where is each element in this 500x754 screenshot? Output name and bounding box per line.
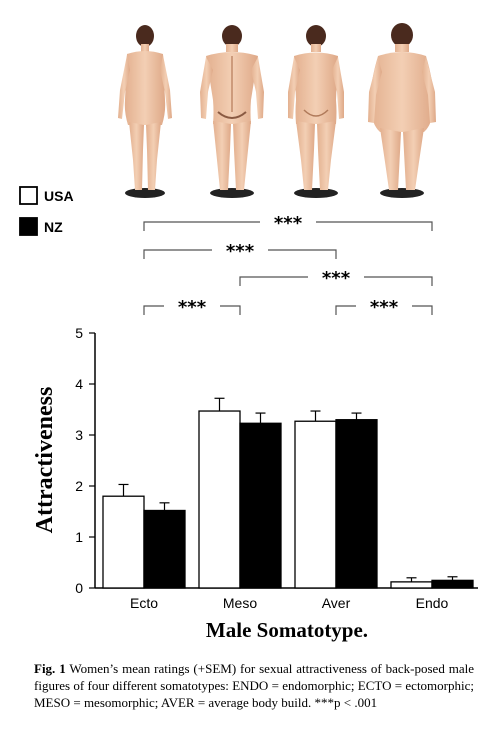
ecto-figure-icon xyxy=(118,25,172,198)
bar-usa-ecto xyxy=(102,495,145,589)
x-axis-label: Male Somatotype. xyxy=(206,618,368,642)
x-tick-label: Aver xyxy=(322,595,351,611)
bar-usa-meso xyxy=(198,410,241,589)
bar-usa-aver xyxy=(294,420,337,589)
figure-caption: Fig. 1 Women’s mean ratings (+SEM) for s… xyxy=(34,660,474,711)
y-tick-label: 5 xyxy=(75,325,83,341)
y-tick-label: 0 xyxy=(75,580,83,596)
bar-usa-endo xyxy=(390,581,433,589)
legend-label-nz: NZ xyxy=(44,219,63,235)
figures-layer xyxy=(118,23,436,198)
bar-nz-ecto xyxy=(143,509,186,589)
significance-bracket xyxy=(364,276,433,286)
significance-label: *** xyxy=(226,241,255,262)
significance-label: *** xyxy=(274,213,303,234)
significance-label: *** xyxy=(322,268,351,289)
significance-bracket xyxy=(143,221,260,231)
significance-bracket xyxy=(143,249,212,259)
caption-text: Women’s mean ratings (+SEM) for sexual a… xyxy=(34,661,474,710)
significance-bracket xyxy=(143,305,164,315)
significance-label: *** xyxy=(370,297,399,318)
legend-swatch-usa xyxy=(19,186,38,205)
caption-lead: Fig. 1 xyxy=(34,661,66,676)
bars xyxy=(102,397,474,589)
y-tick-label: 1 xyxy=(75,529,83,545)
bar-nz-endo xyxy=(431,579,474,589)
significance-bracket xyxy=(335,305,356,315)
y-ticks: 0 1 2 3 4 5 xyxy=(75,325,95,596)
legend: USA NZ xyxy=(19,186,74,236)
x-tick-label: Ecto xyxy=(130,595,158,611)
significance-label: *** xyxy=(178,297,207,318)
y-tick-label: 2 xyxy=(75,478,83,494)
endo-figure-icon xyxy=(368,23,436,198)
y-tick-label: 4 xyxy=(75,376,83,392)
legend-swatch-nz xyxy=(19,217,38,236)
x-tick-label: Endo xyxy=(416,595,449,611)
legend-label-usa: USA xyxy=(44,188,74,204)
significance-bracket xyxy=(239,276,308,286)
bar-nz-meso xyxy=(239,422,282,589)
bar-nz-aver xyxy=(335,419,378,589)
significance-bracket xyxy=(220,305,241,315)
significance-brackets: *** *** *** *** *** xyxy=(143,213,433,318)
x-ticks: Ecto Meso Aver Endo xyxy=(130,595,449,611)
x-tick-label: Meso xyxy=(223,595,257,611)
y-tick-label: 3 xyxy=(75,427,83,443)
y-axis-label: Attractiveness xyxy=(32,387,58,534)
aver-figure-icon xyxy=(288,25,344,198)
significance-bracket xyxy=(412,305,433,315)
meso-figure-icon xyxy=(200,25,264,198)
significance-bracket xyxy=(268,249,337,259)
significance-bracket xyxy=(316,221,433,231)
